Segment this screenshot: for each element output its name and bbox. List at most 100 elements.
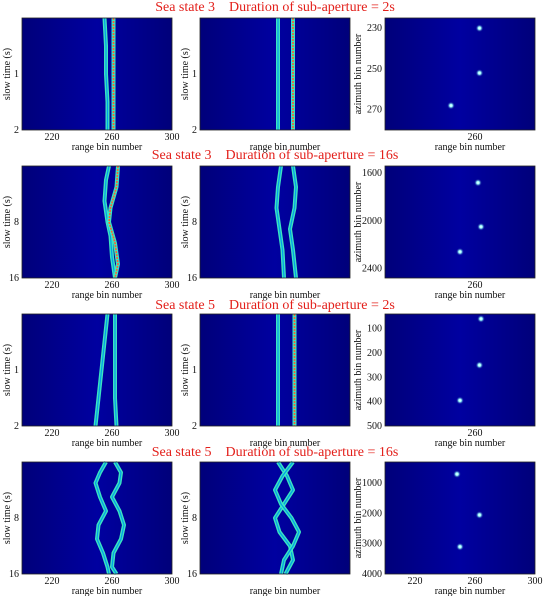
panel: 8 16 220 260 300 range bin number slow time (s…	[2, 461, 180, 596]
y-tick-label: 2400	[362, 263, 382, 274]
panel-background	[385, 314, 535, 426]
scatter-point	[456, 542, 464, 551]
y-tick-label: 500	[367, 421, 382, 432]
y-axis-label: azimuth bin number	[353, 477, 364, 558]
y-tick-label: 8	[14, 217, 19, 228]
y-tick-label: 2	[14, 421, 19, 432]
scatter-point	[477, 314, 485, 323]
track-core	[275, 165, 285, 279]
x-axis-label: range bin number	[435, 142, 506, 153]
x-axis-label: range bin number	[435, 438, 506, 449]
panel-background	[200, 314, 350, 426]
x-axis-label: range bin number	[250, 438, 321, 449]
panel-background	[22, 166, 172, 278]
track-core	[274, 461, 294, 575]
panel-frame	[199, 165, 351, 279]
y-axis-label: azimuth bin number	[353, 33, 364, 114]
panel: 8 16 range bin number slow time (s)	[180, 460, 351, 596]
panel: 1 2 220 260 300 range bin number slow time (s)	[2, 17, 180, 153]
track-core	[114, 314, 118, 427]
panel-background	[22, 18, 172, 130]
x-axis-label: range bin number	[72, 586, 143, 596]
x-axis-label: range bin number	[72, 290, 143, 301]
x-tick-label: 220	[408, 576, 423, 587]
panel-frame	[21, 165, 173, 279]
y-tick-label: 250	[367, 64, 382, 75]
y-tick-label: 300	[367, 372, 382, 383]
y-axis-label: slow time (s)	[2, 492, 13, 544]
x-tick-label: 300	[165, 576, 180, 587]
y-tick-label: 1	[192, 365, 197, 376]
y-tick-label: 2	[192, 125, 197, 136]
y-axis-label: slow time (s)	[2, 48, 13, 100]
row-title: Sea state 3 Duration of sub-aperture = 2…	[155, 0, 395, 15]
y-tick-label: 2000	[362, 508, 382, 519]
panel-background	[200, 166, 350, 278]
scatter-point	[475, 68, 484, 77]
panel-frame	[21, 461, 173, 575]
panel-frame	[384, 165, 536, 279]
panel-frame	[21, 17, 173, 131]
y-tick-label: 4000	[362, 569, 382, 580]
y-axis-label: slow time (s)	[180, 492, 191, 544]
scatter-point	[474, 178, 482, 187]
panel: 1000 2000 3000 4000 220 260 300 range bin numbe…	[353, 461, 543, 596]
panel-frame	[384, 17, 536, 131]
x-tick-label: 260	[105, 280, 120, 291]
x-tick-label: 260	[105, 132, 120, 143]
scatter-point	[475, 361, 484, 370]
row-title: Sea state 3 Duration of sub-aperture = 1…	[151, 148, 399, 163]
y-tick-label: 2	[192, 421, 197, 432]
track-core	[94, 461, 110, 575]
track-core	[103, 17, 109, 130]
x-tick-label: 260	[468, 428, 483, 439]
y-axis-label: slow time (s)	[180, 48, 191, 100]
track-core	[289, 165, 297, 279]
x-axis-label: range bin number	[250, 586, 321, 596]
panel: 1 2 range bin number slow time (s)	[180, 17, 351, 153]
track-core	[94, 313, 109, 427]
y-axis-label: slow time (s)	[180, 344, 191, 396]
y-axis-label: slow time (s)	[180, 196, 191, 248]
x-tick-label: 220	[45, 280, 60, 291]
y-tick-label: 100	[367, 324, 382, 335]
panel-background	[200, 18, 350, 130]
panel-frame	[199, 461, 351, 575]
x-tick-label: 220	[45, 132, 60, 143]
panel-background	[385, 166, 535, 278]
panel-frame	[199, 313, 351, 427]
panel-frame	[384, 461, 536, 575]
y-tick-label: 270	[367, 105, 382, 116]
x-tick-label: 300	[165, 280, 180, 291]
y-tick-label: 16	[9, 273, 19, 284]
x-tick-label: 300	[165, 428, 180, 439]
x-tick-label: 260	[468, 132, 483, 143]
y-tick-label: 1	[14, 365, 19, 376]
y-tick-label: 1	[14, 69, 19, 80]
y-tick-label: 16	[187, 273, 197, 284]
y-tick-label: 230	[367, 23, 382, 34]
y-tick-label: 16	[187, 569, 197, 580]
panel: 1 2 220 260 300 range bin number slow time (s)	[2, 313, 180, 449]
y-axis-label: azimuth bin number	[353, 181, 364, 262]
panel: 8 16 range bin number slow time (s)	[180, 165, 351, 301]
row-title: Sea state 5 Duration of sub-aperture = 2…	[155, 298, 395, 313]
x-tick-label: 260	[468, 280, 483, 291]
y-tick-label: 3000	[362, 539, 382, 550]
y-tick-label: 1	[192, 69, 197, 80]
y-tick-label: 2000	[362, 216, 382, 227]
y-tick-label: 8	[192, 217, 197, 228]
x-tick-label: 300	[165, 132, 180, 143]
row-title: Sea state 5 Duration of sub-aperture = 1…	[151, 445, 399, 460]
scatter-point	[477, 222, 485, 231]
y-tick-label: 1000	[362, 478, 382, 489]
scatter-point	[453, 470, 461, 479]
x-tick-label: 260	[105, 576, 120, 587]
x-axis-label: range bin number	[435, 586, 506, 596]
panel: 8 16 220 260 300 range bin number slow time (s…	[2, 165, 180, 301]
x-tick-label: 300	[528, 576, 543, 587]
